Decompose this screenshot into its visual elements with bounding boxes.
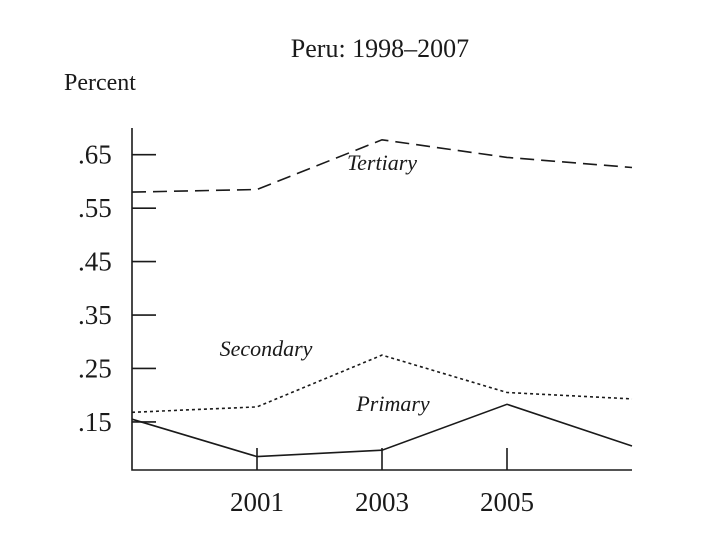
y-ticks: .65 .55 .45 .35 .25 .15	[78, 140, 156, 437]
y-tick-label: .45	[78, 247, 112, 277]
y-tick-label: .65	[78, 140, 112, 170]
x-tick-label: 2005	[480, 487, 534, 517]
y-tick-label: .55	[78, 193, 112, 223]
series-lines	[131, 138, 633, 458]
axis-frame	[131, 128, 632, 471]
y-axis-label: Percent	[64, 70, 136, 96]
series-label-primary: Primary	[355, 391, 430, 416]
y-tick-label: .15	[78, 407, 112, 437]
y-tick-label: .35	[78, 300, 112, 330]
series-label-secondary: Secondary	[220, 336, 313, 361]
x-tick-label: 2001	[230, 487, 284, 517]
x-tick-label: 2003	[355, 487, 409, 517]
x-ticks: 2001 2003 2005	[230, 448, 534, 517]
series-line-secondary	[131, 354, 633, 414]
series-label-tertiary: Tertiary	[347, 150, 417, 175]
series-line-tertiary	[131, 138, 633, 193]
series-line-primary	[131, 403, 633, 458]
chart-title: Peru: 1998–2007	[291, 34, 469, 63]
y-tick-label: .25	[78, 353, 112, 383]
